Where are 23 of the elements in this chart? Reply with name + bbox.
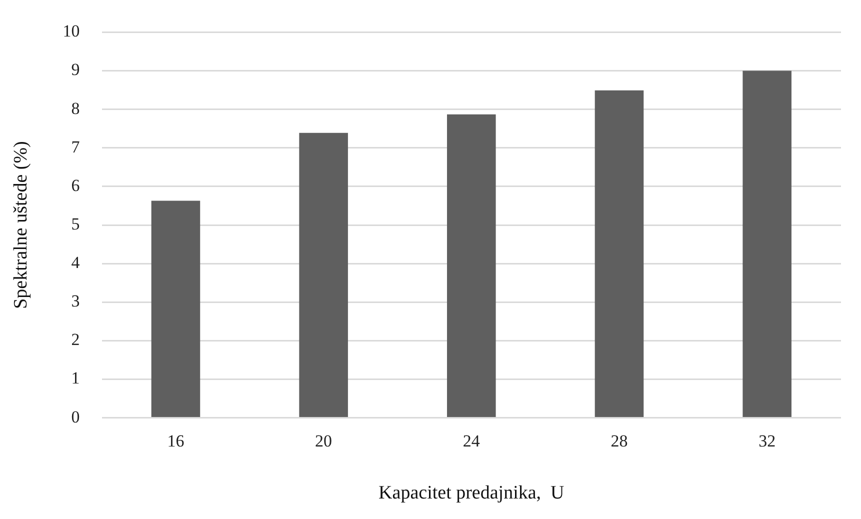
y-tick-label: 5 xyxy=(71,214,80,234)
x-tick-label: 24 xyxy=(462,431,480,450)
x-tick-label: 28 xyxy=(610,431,628,450)
bar xyxy=(594,90,644,418)
bar xyxy=(151,200,200,418)
y-tick-label: 4 xyxy=(71,253,80,272)
x-tick-label: 32 xyxy=(758,431,776,450)
bar xyxy=(742,70,792,418)
x-tick-label: 16 xyxy=(167,431,184,450)
bar xyxy=(299,132,348,418)
y-tick-label: 8 xyxy=(71,98,80,118)
y-tick-label: 2 xyxy=(71,330,80,350)
y-tick-label: 0 xyxy=(71,407,80,426)
x-tick-label: 20 xyxy=(315,431,332,450)
y-tick-label: 7 xyxy=(71,137,80,156)
y-tick-label: 9 xyxy=(71,60,80,80)
bar xyxy=(447,114,496,418)
x-axis-title: Kapacitet predajnika, U xyxy=(378,482,565,504)
y-tick-label: 3 xyxy=(71,292,80,311)
y-tick-label: 10 xyxy=(62,22,80,41)
y-tick-label: 1 xyxy=(71,368,80,388)
y-axis-title: Spektralne uštede (%) xyxy=(10,141,32,309)
y-tick-label: 6 xyxy=(71,176,80,195)
